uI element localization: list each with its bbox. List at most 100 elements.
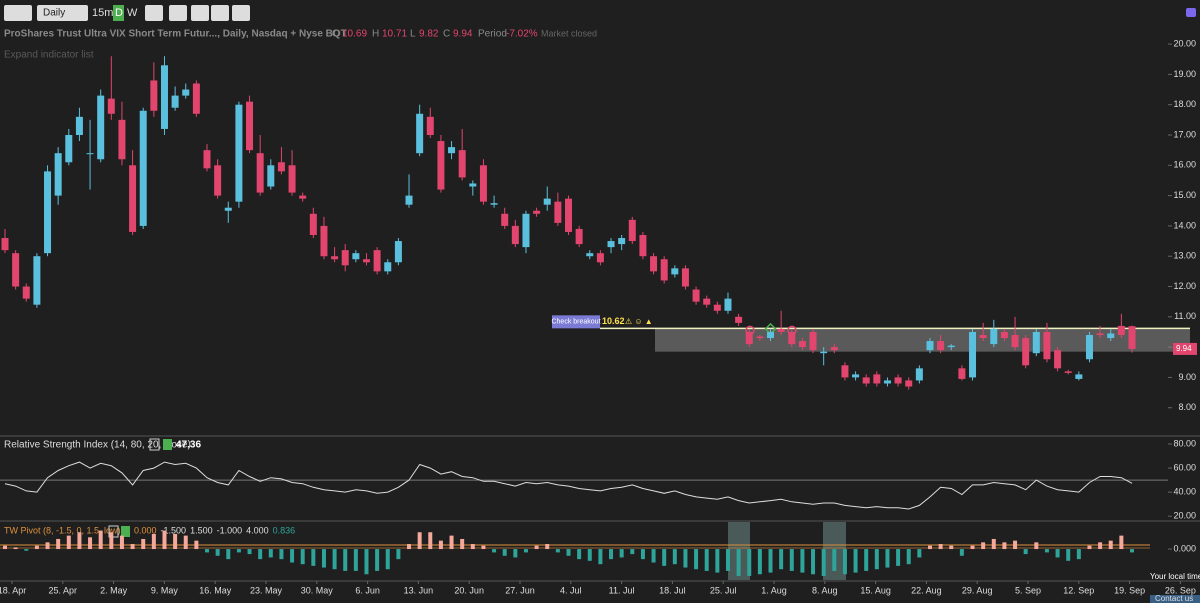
x-tick-label: 9. May xyxy=(151,585,179,595)
candle-body xyxy=(373,250,381,272)
pivot-bar xyxy=(77,532,82,550)
pivot-bar xyxy=(630,549,635,555)
contact-label[interactable]: Contact us xyxy=(1155,594,1193,603)
candle-body xyxy=(575,228,583,245)
pivot-bar xyxy=(651,549,656,563)
pivot-bar xyxy=(236,549,241,553)
candle-body xyxy=(479,165,487,202)
pivot-bar xyxy=(205,549,210,553)
rsi-line xyxy=(4,461,1133,510)
x-tick-label: 11. Jul xyxy=(609,585,635,595)
y-tick-label: 17.00 xyxy=(1173,129,1196,139)
pivot-delete[interactable] xyxy=(121,526,130,537)
candle-body xyxy=(1128,326,1136,349)
candle-body xyxy=(1,238,9,251)
x-tick-label: 12. Sep xyxy=(1063,585,1094,595)
breakout-label: Check breakout xyxy=(551,319,600,326)
pivot-bar xyxy=(45,542,50,550)
draw-button[interactable] xyxy=(211,5,229,21)
pivot-bar xyxy=(385,549,390,570)
pivot-bar xyxy=(609,549,614,560)
pivot-bar xyxy=(1087,545,1092,550)
pivot-bar xyxy=(470,544,475,550)
candle-body xyxy=(596,253,604,263)
local-time[interactable]: Your local time xyxy=(1150,572,1200,581)
y-tick-label: 8.00 xyxy=(1178,402,1196,412)
pivot-bar xyxy=(1034,542,1039,550)
candle-body xyxy=(618,238,626,245)
candle-body xyxy=(426,116,434,135)
pivot-param: -1.500 xyxy=(161,525,187,535)
candle-body xyxy=(628,219,636,242)
candle-body xyxy=(990,328,998,345)
pivot-bar xyxy=(704,549,709,571)
contact-button[interactable] xyxy=(1150,595,1200,603)
clock-button[interactable] xyxy=(191,5,209,21)
pivot-bar xyxy=(492,549,497,553)
breakout-zone xyxy=(655,328,1190,352)
indicator-button[interactable] xyxy=(169,5,187,21)
pivot-bar xyxy=(832,549,837,571)
pivot-bar xyxy=(640,549,645,560)
candle-body xyxy=(150,80,158,111)
x-tick-label: 1. Aug xyxy=(761,585,787,595)
pivot-bar xyxy=(885,549,890,568)
pivot-param: 1.500 xyxy=(190,525,213,535)
candle-body xyxy=(841,365,849,378)
ohlc-value: 10.69 xyxy=(342,29,367,40)
chart-type-button[interactable] xyxy=(4,5,32,21)
interval-dropdown[interactable] xyxy=(37,5,88,21)
x-tick-label: 27. Jun xyxy=(505,585,535,595)
pivot-bar xyxy=(290,549,295,563)
candle-body xyxy=(171,95,179,108)
pivot-bar xyxy=(906,549,911,565)
rsi-toggle[interactable] xyxy=(149,438,160,451)
candle-body xyxy=(86,153,94,155)
pivot-bar xyxy=(343,549,348,571)
candle-body xyxy=(1085,335,1093,360)
x-tick-label: 20. Jun xyxy=(454,585,484,595)
candle-body xyxy=(490,203,498,205)
pivot-bar xyxy=(555,549,560,553)
interval-option[interactable]: 15m xyxy=(92,7,113,19)
candle-body xyxy=(12,253,20,287)
expand-indicators[interactable]: Expand indicator list xyxy=(4,50,94,61)
pivot-param: 0.000 xyxy=(134,525,157,535)
pivot-bar xyxy=(173,533,178,550)
pivot-bar xyxy=(949,545,954,550)
pivot-bar xyxy=(811,549,816,575)
candle-body xyxy=(522,213,530,248)
candle-body xyxy=(203,150,211,169)
candle-body xyxy=(958,368,966,379)
settings-button[interactable] xyxy=(145,5,163,21)
pivot-bar xyxy=(619,549,624,558)
pivot-bar xyxy=(162,530,167,550)
candle-body xyxy=(756,336,764,339)
pivot-bar xyxy=(321,549,326,568)
pivot-bar xyxy=(438,540,443,550)
candle-body xyxy=(777,328,785,332)
candle-body xyxy=(341,250,349,266)
interval-option[interactable]: W xyxy=(127,7,138,19)
candle-body xyxy=(1043,331,1051,360)
candle-body xyxy=(937,341,945,351)
x-tick-label: 26. Sep xyxy=(1165,585,1196,595)
pivot-toggle[interactable] xyxy=(108,525,119,538)
rsi-delete[interactable] xyxy=(163,439,172,450)
pivot-bar xyxy=(215,549,220,556)
candle-body xyxy=(745,331,753,345)
x-tick-label: 25. Apr xyxy=(49,585,78,595)
pivot-bar xyxy=(715,549,720,573)
pivot-bar xyxy=(98,530,103,550)
candle-body xyxy=(97,95,105,160)
rsi-tick-label: 80.00 xyxy=(1173,438,1196,448)
pivot-bar xyxy=(991,538,996,550)
ohlc-key: O xyxy=(332,29,340,40)
camera-button[interactable] xyxy=(1186,8,1196,17)
y-tick-label: 9.00 xyxy=(1178,372,1196,382)
pivot-bar xyxy=(513,549,518,558)
candle-body xyxy=(703,298,711,305)
pivot-bar xyxy=(24,549,29,551)
interval-option[interactable]: D xyxy=(115,7,123,19)
log-button[interactable] xyxy=(232,5,250,21)
